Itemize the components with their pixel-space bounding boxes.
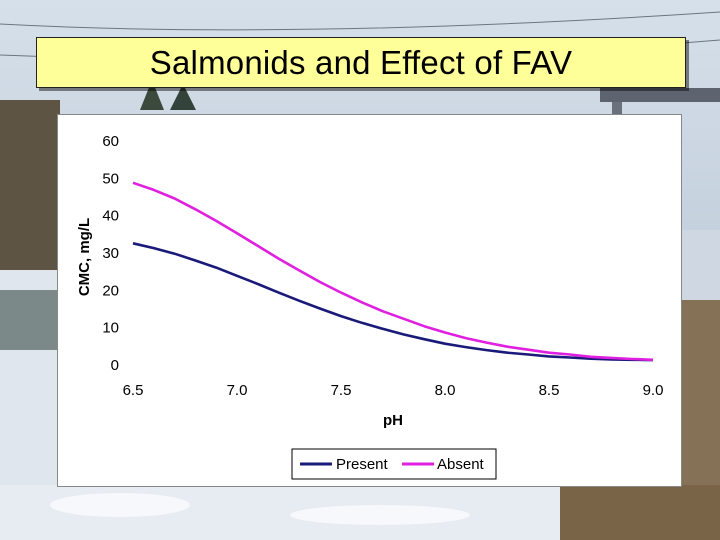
snow-bank — [680, 230, 720, 300]
x-tick-label: 6.5 — [123, 382, 144, 399]
snow-patch — [290, 505, 470, 525]
slide-title: Salmonids and Effect of FAV — [149, 43, 573, 81]
snow-patch — [50, 493, 190, 517]
chart-panel: 0 10 20 30 40 50 60 6.5 7.0 7.5 8.0 8.5 9.0 pH CMC,… — [57, 114, 682, 487]
power-line — [0, 11, 720, 31]
legend-label-absent: Absent — [437, 456, 485, 473]
y-tick-label: 50 — [102, 170, 119, 187]
slide-title-box: Salmonids and Effect of FAV — [36, 37, 686, 88]
x-tick-label: 7.5 — [331, 382, 352, 399]
y-tick-label: 20 — [102, 282, 119, 299]
tree — [170, 84, 196, 110]
y-tick-label: 0 — [111, 357, 119, 374]
y-tick-label: 40 — [102, 208, 119, 225]
left-bank — [0, 100, 60, 270]
tree — [140, 80, 164, 110]
y-tick-label: 30 — [102, 245, 119, 262]
line-chart: 0 10 20 30 40 50 60 6.5 7.0 7.5 8.0 8.5 9.0 pH CMC,… — [76, 133, 664, 480]
y-axis-ticks: 0 10 20 30 40 50 60 — [102, 133, 119, 374]
x-tick-label: 8.0 — [435, 382, 456, 399]
y-tick-label: 60 — [102, 133, 119, 150]
legend: Present Absent — [291, 448, 497, 480]
x-tick-label: 9.0 — [643, 382, 664, 399]
y-axis-title: CMC, mg/L — [76, 218, 93, 296]
x-axis-ticks: 6.5 7.0 7.5 8.0 8.5 9.0 — [123, 382, 664, 399]
series-layer — [132, 181, 654, 362]
x-tick-label: 7.0 — [227, 382, 248, 399]
bridge-deck — [600, 88, 720, 102]
x-axis-title: pH — [383, 412, 403, 429]
series-line-present — [132, 242, 654, 362]
legend-label-present: Present — [336, 456, 389, 473]
brush — [560, 485, 720, 540]
water — [0, 290, 60, 350]
y-tick-label: 10 — [102, 320, 119, 337]
x-tick-label: 8.5 — [539, 382, 560, 399]
series-line-absent — [132, 181, 654, 362]
